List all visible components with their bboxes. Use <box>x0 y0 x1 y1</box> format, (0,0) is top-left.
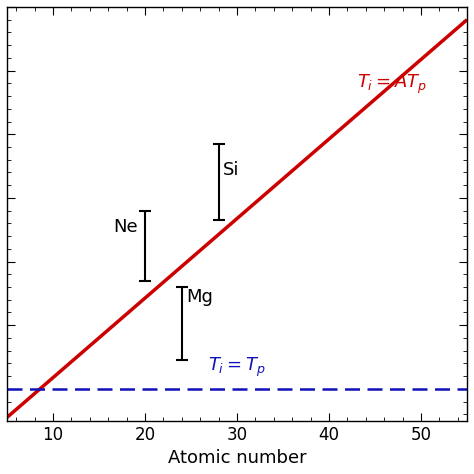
Text: Mg: Mg <box>186 288 213 306</box>
Text: $T_i=AT_p$: $T_i=AT_p$ <box>356 73 427 96</box>
X-axis label: Atomic number: Atomic number <box>168 449 306 467</box>
Text: Si: Si <box>223 161 240 179</box>
Text: $T_i=T_p$: $T_i=T_p$ <box>208 356 266 379</box>
Text: Ne: Ne <box>113 218 137 236</box>
